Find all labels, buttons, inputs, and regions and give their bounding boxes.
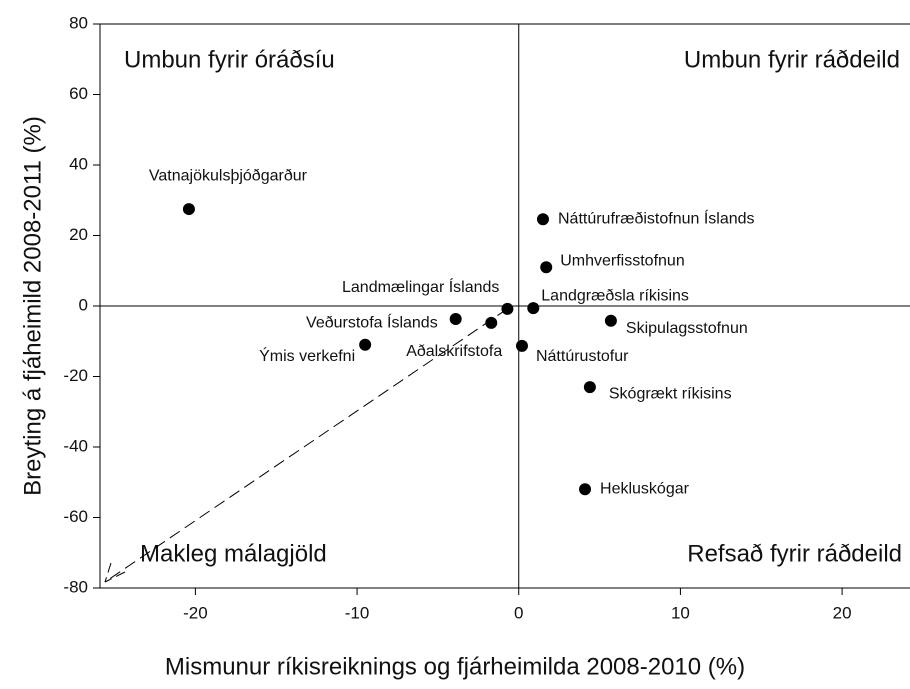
y-tick-label: 60 [69, 84, 88, 103]
point [527, 302, 540, 315]
point-label: Ýmis verkefni [259, 346, 355, 365]
y-tick-label: 0 [79, 295, 88, 314]
point-label: Hekluskógar [600, 481, 690, 498]
dashed-arrow [104, 562, 112, 583]
x-axis-title: Mismunur ríkisreiknings og fjárheimilda … [165, 653, 745, 680]
dashed-arrow [104, 308, 508, 583]
point [540, 261, 553, 274]
point-label: Landgræðsla ríkisins [541, 287, 689, 304]
quadrant-label: Refsað fyrir ráðdeild [687, 540, 902, 567]
point [583, 381, 596, 394]
quadrant-label: Umbun fyrir ráðdeild [684, 46, 900, 73]
point [604, 314, 617, 327]
point-label: Umhverfisstofnun [560, 252, 685, 269]
point [182, 203, 195, 216]
point [501, 302, 514, 315]
point [536, 213, 549, 226]
quadrant-label: Umbun fyrir óráðsíu [124, 46, 335, 73]
point [515, 339, 528, 352]
point-label: Landmælingar Íslands [342, 277, 499, 296]
y-tick-label: 40 [69, 154, 88, 173]
y-tick-label: -80 [63, 577, 88, 596]
x-tick-label: 20 [833, 603, 852, 622]
point-label: Veðurstofa Íslands [306, 312, 438, 331]
point [449, 313, 462, 326]
point-label: Náttúrustofur [536, 348, 629, 365]
point-label: Skógrækt ríkisins [609, 385, 732, 402]
y-axis-title: Breyting á fjáheimild 2008-2011 (%) [19, 116, 46, 496]
x-tick-label: 0 [514, 603, 523, 622]
y-tick-label: -40 [63, 436, 88, 455]
point-label: Aðalskrifstofa [406, 343, 502, 360]
point [359, 338, 372, 351]
x-tick-label: 10 [671, 603, 690, 622]
y-tick-label: 20 [69, 225, 88, 244]
y-tick-label: -60 [63, 507, 88, 526]
x-tick-label: -20 [183, 603, 208, 622]
quadrant-label: Makleg málagjöld [140, 540, 327, 567]
y-tick-label: -20 [63, 366, 88, 385]
dashed-arrow [104, 571, 126, 583]
point-label: Vatnajökulsþjóðgarður [149, 167, 308, 184]
point [485, 316, 498, 329]
point-label: Skipulagsstofnun [626, 320, 748, 337]
y-tick-label: 80 [69, 13, 88, 32]
x-tick-label: -10 [345, 603, 370, 622]
point [579, 483, 592, 496]
point-label: Náttúrufræðistofnun Íslands [558, 209, 755, 228]
